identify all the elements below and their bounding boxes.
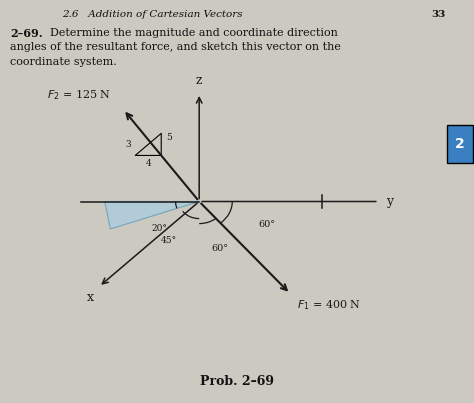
Text: x: x (87, 291, 94, 304)
Text: 20°: 20° (151, 224, 167, 233)
Text: 45°: 45° (160, 236, 176, 245)
Text: 3: 3 (126, 140, 131, 149)
Text: z: z (196, 74, 202, 87)
Text: 2.6   Addition of Cartesian Vectors: 2.6 Addition of Cartesian Vectors (62, 10, 243, 19)
Text: y: y (386, 195, 393, 208)
Text: 5: 5 (166, 133, 172, 142)
Text: 2: 2 (455, 137, 465, 152)
Polygon shape (105, 202, 199, 229)
Text: 2–69.: 2–69. (10, 28, 43, 39)
Text: $F_1$ = 400 N: $F_1$ = 400 N (297, 298, 362, 312)
Text: Prob. 2–69: Prob. 2–69 (200, 375, 274, 388)
Text: coordinate system.: coordinate system. (10, 57, 117, 67)
FancyBboxPatch shape (447, 125, 474, 163)
Text: 60°: 60° (258, 220, 275, 229)
Text: angles of the resultant force, and sketch this vector on the: angles of the resultant force, and sketc… (10, 42, 341, 52)
Text: $F_2$ = 125 N: $F_2$ = 125 N (47, 88, 111, 102)
Text: 33: 33 (431, 10, 445, 19)
Text: Determine the magnitude and coordinate direction: Determine the magnitude and coordinate d… (50, 28, 338, 38)
Text: 60°: 60° (211, 244, 228, 253)
Text: 4: 4 (146, 159, 151, 168)
